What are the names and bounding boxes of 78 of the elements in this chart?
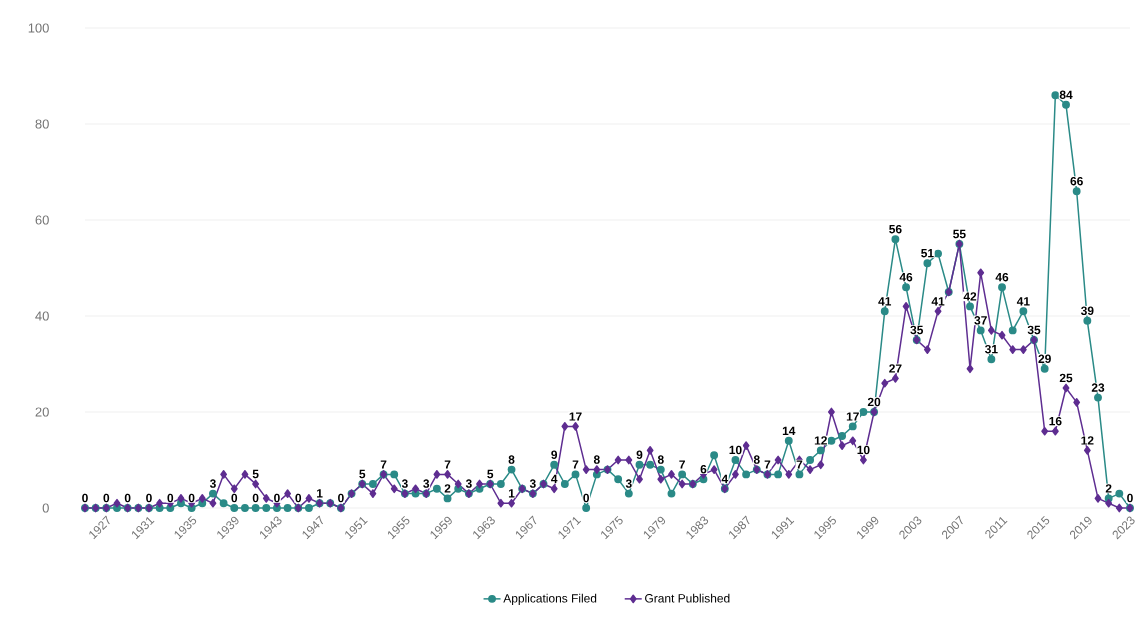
data-label: 41 [878, 297, 892, 306]
data-label: 0 [338, 493, 344, 503]
data-label: 42 [963, 292, 977, 301]
data-label: 3 [529, 479, 536, 488]
data-label: 0 [231, 493, 238, 503]
data-label: 4 [551, 474, 558, 483]
data-label: 10 [857, 445, 870, 455]
data-label: 7 [764, 460, 771, 469]
data-label: 46 [899, 272, 913, 282]
data-label: 0 [1127, 493, 1133, 503]
y-tick-label: 40 [35, 311, 49, 321]
data-label: 5 [359, 469, 366, 479]
data-label: 2 [1105, 484, 1112, 493]
data-label: 8 [593, 455, 600, 464]
data-label: 14 [782, 426, 796, 435]
data-label: 7 [572, 460, 579, 469]
data-label: 4 [721, 474, 729, 483]
data-label: 39 [1080, 306, 1094, 315]
data-label: 3 [209, 479, 216, 488]
legend-label: Applications Filed [503, 593, 597, 605]
data-label: 0 [252, 493, 259, 503]
data-label: 8 [508, 455, 515, 464]
data-label: 17 [846, 412, 859, 421]
y-tick-label: 0 [42, 503, 49, 513]
data-label: 41 [1016, 297, 1030, 306]
y-tick-label: 60 [35, 215, 49, 225]
data-label: 3 [401, 479, 408, 488]
data-label: 8 [657, 455, 664, 464]
data-label: 20 [867, 397, 881, 407]
data-label: 46 [995, 272, 1009, 282]
data-label: 84 [1059, 90, 1073, 99]
data-label: 10 [729, 445, 742, 455]
data-label: 0 [124, 493, 131, 503]
data-label: 12 [814, 436, 827, 445]
data-label: 23 [1091, 383, 1105, 392]
y-tick-label: 100 [28, 23, 49, 33]
data-label: 3 [465, 479, 472, 488]
data-label: 0 [167, 493, 174, 503]
data-label: 9 [551, 450, 558, 459]
data-label: 7 [679, 460, 685, 469]
data-label: 66 [1070, 176, 1083, 186]
data-label: 7 [444, 460, 451, 469]
data-label: 31 [985, 344, 998, 354]
data-label: 5 [252, 469, 259, 479]
data-label: 0 [295, 493, 302, 503]
data-label: 17 [569, 412, 582, 421]
data-label: 6 [700, 464, 707, 474]
data-label: 0 [146, 493, 152, 503]
data-label: 41 [931, 297, 945, 306]
data-label: 0 [583, 493, 589, 503]
data-label: 16 [1049, 416, 1062, 426]
data-label: 0 [103, 493, 110, 503]
data-label: 1 [508, 489, 515, 498]
data-label: 7 [380, 460, 387, 469]
data-label: 0 [82, 493, 88, 503]
data-label: 3 [423, 479, 430, 488]
legend-label: Grant Published [645, 593, 730, 603]
data-label: 35 [1027, 325, 1041, 335]
data-label: 56 [889, 224, 902, 234]
data-label: 25 [1059, 373, 1073, 383]
data-label: 35 [910, 325, 924, 335]
data-label: 37 [974, 316, 987, 325]
data-label: 0 [274, 493, 280, 503]
data-label: 9 [636, 450, 643, 459]
data-label: 51 [921, 249, 934, 258]
data-label: 5 [487, 469, 494, 479]
data-label: 2 [444, 484, 451, 493]
data-label: 0 [188, 493, 195, 503]
y-tick-label: 20 [35, 407, 49, 417]
data-label: 55 [953, 229, 966, 239]
data-label: 27 [889, 364, 902, 373]
data-label: 3 [625, 479, 632, 488]
data-label: 1 [317, 489, 323, 498]
data-label: 29 [1038, 354, 1051, 363]
data-label: 8 [753, 455, 760, 464]
data-label: 7 [796, 460, 803, 469]
data-label: 12 [1081, 436, 1094, 445]
y-tick-label: 80 [35, 119, 49, 129]
